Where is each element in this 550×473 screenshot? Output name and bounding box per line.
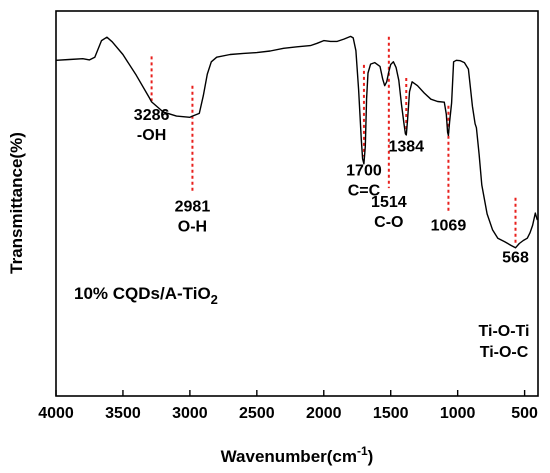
x-tick-label: 1500	[373, 405, 409, 422]
peak-group-label: -OH	[137, 127, 166, 144]
x-axis-ticks: 4000 3500 3000 2500 2000 1500 1000 500	[38, 390, 538, 422]
peak-wavenumber-label: 2981	[175, 198, 211, 215]
sample-label: 10% CQDs/A-TiO2	[74, 284, 218, 307]
x-tick-label: 3500	[105, 405, 141, 422]
peak-wavenumber-label: 1384	[388, 138, 424, 155]
x-tick-label: 4000	[38, 405, 74, 422]
sample-label-sub: 2	[211, 292, 218, 307]
peak-group-label: C-O	[374, 214, 403, 231]
peak-group-label: C=C	[348, 183, 381, 200]
assignment-label-ti-o-c: Ti-O-C	[480, 344, 529, 361]
x-axis-title-sup: -1	[357, 444, 368, 458]
x-tick-label: 3000	[172, 405, 208, 422]
x-tick-label: 2000	[306, 405, 342, 422]
y-axis-title: Transmittance(%)	[7, 132, 26, 274]
spectrum-line	[55, 35, 538, 249]
peak-marker-lines	[150, 36, 517, 244]
x-tick-label: 1000	[440, 405, 476, 422]
peak-wavenumber-label: 1069	[431, 218, 467, 235]
x-axis-title: Wavenumber(cm-1)	[221, 444, 374, 466]
plot-frame	[55, 10, 539, 397]
peak-wavenumber-label: 568	[502, 250, 529, 267]
x-tick-label: 500	[511, 405, 538, 422]
peak-group-label: O-H	[178, 218, 207, 235]
peak-wavenumber-label: 1700	[346, 163, 382, 180]
peak-wavenumber-label: 3286	[134, 107, 170, 124]
x-tick-label: 2500	[239, 405, 275, 422]
x-axis-title-tail: )	[368, 447, 374, 466]
assignment-label-ti-o-ti: Ti-O-Ti	[479, 323, 530, 340]
peak-wavenumber-label: 1514	[371, 194, 407, 211]
